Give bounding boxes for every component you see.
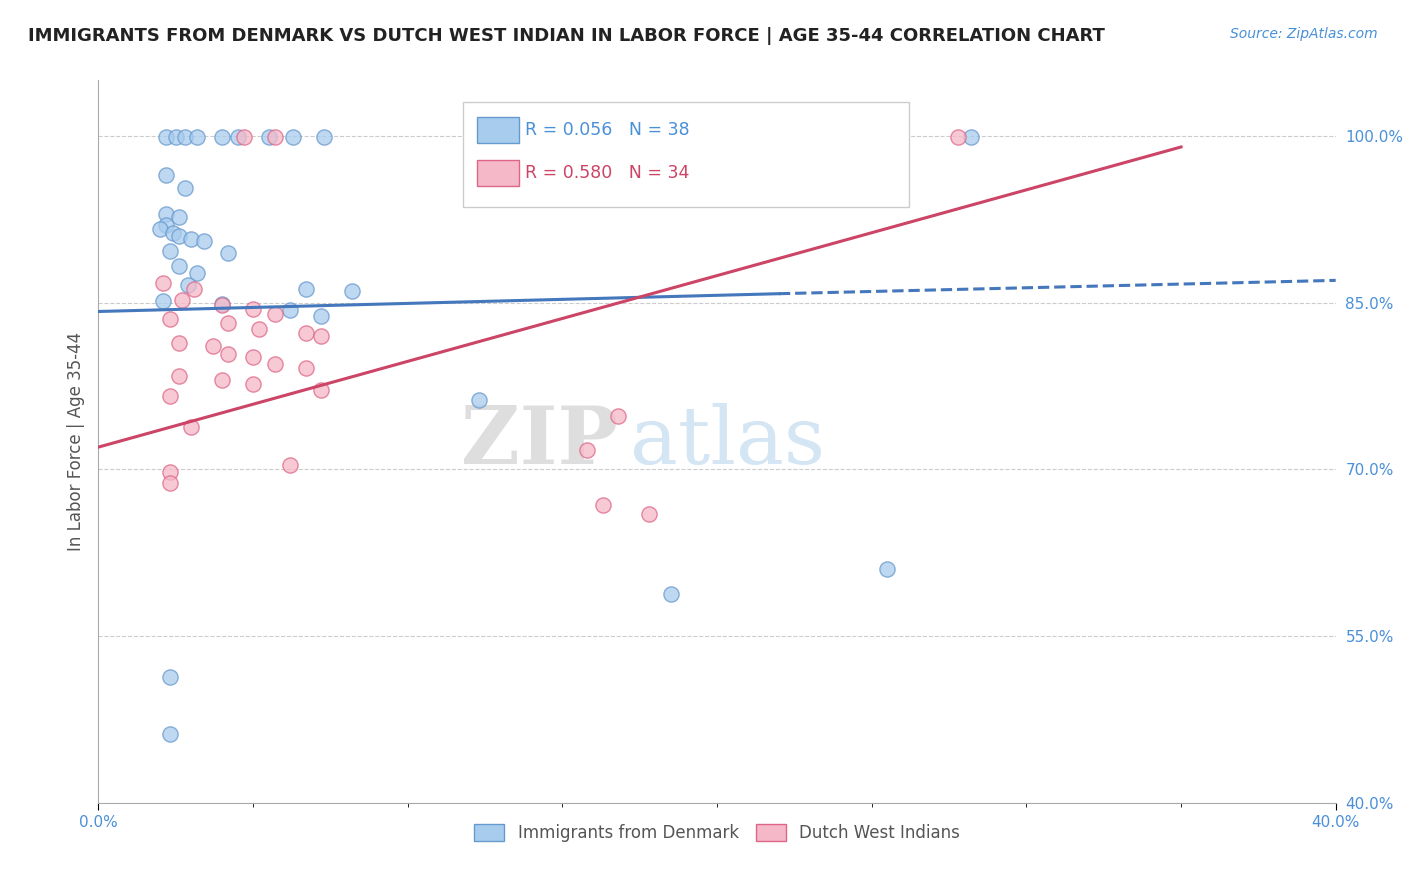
Point — [278, 458, 301, 472]
Point — [638, 507, 661, 521]
Point — [167, 335, 190, 350]
Point — [193, 235, 215, 249]
Point — [226, 130, 249, 145]
Point — [242, 376, 264, 391]
Point — [152, 294, 174, 309]
Point — [201, 339, 224, 353]
Point — [278, 303, 301, 318]
Point — [170, 293, 193, 308]
Point — [167, 368, 190, 383]
Point — [232, 130, 254, 145]
Point — [567, 130, 589, 145]
Point — [242, 302, 264, 317]
FancyBboxPatch shape — [477, 161, 519, 186]
Point — [211, 373, 233, 387]
Point — [294, 361, 316, 376]
Point — [159, 475, 181, 490]
Y-axis label: In Labor Force | Age 35-44: In Labor Force | Age 35-44 — [66, 332, 84, 551]
Point — [309, 384, 332, 398]
Point — [180, 420, 202, 434]
Legend: Immigrants from Denmark, Dutch West Indians: Immigrants from Denmark, Dutch West Indi… — [468, 817, 966, 848]
FancyBboxPatch shape — [464, 102, 908, 207]
Point — [217, 347, 239, 361]
Point — [162, 226, 184, 240]
Point — [155, 218, 177, 232]
Point — [155, 168, 177, 182]
Text: R = 0.580   N = 34: R = 0.580 N = 34 — [526, 164, 690, 183]
Point — [155, 130, 177, 145]
Point — [217, 316, 239, 330]
Text: IMMIGRANTS FROM DENMARK VS DUTCH WEST INDIAN IN LABOR FORCE | AGE 35-44 CORRELAT: IMMIGRANTS FROM DENMARK VS DUTCH WEST IN… — [28, 27, 1105, 45]
Point — [263, 357, 285, 371]
Point — [263, 130, 285, 145]
Point — [294, 326, 316, 340]
Text: ZIP: ZIP — [461, 402, 619, 481]
Point — [165, 130, 187, 145]
Point — [576, 443, 599, 458]
Point — [876, 562, 898, 576]
Point — [592, 498, 614, 512]
Point — [183, 282, 205, 296]
Point — [159, 670, 181, 684]
Point — [247, 322, 270, 336]
Point — [242, 350, 264, 364]
Point — [159, 389, 181, 403]
Point — [211, 298, 233, 312]
Point — [217, 245, 239, 260]
Point — [159, 465, 181, 479]
Point — [180, 232, 202, 246]
Point — [174, 181, 197, 195]
Text: Source: ZipAtlas.com: Source: ZipAtlas.com — [1230, 27, 1378, 41]
Point — [211, 130, 233, 145]
Point — [294, 282, 316, 296]
Point — [283, 130, 305, 145]
Point — [177, 277, 200, 292]
Point — [167, 228, 190, 243]
Point — [948, 130, 970, 145]
Point — [607, 409, 630, 423]
Point — [340, 285, 363, 299]
Point — [159, 312, 181, 326]
Point — [152, 276, 174, 290]
Point — [659, 587, 682, 601]
Point — [167, 259, 190, 273]
Point — [309, 329, 332, 343]
Point — [762, 130, 785, 145]
Point — [174, 130, 197, 145]
Point — [211, 296, 233, 310]
Text: atlas: atlas — [630, 402, 825, 481]
Point — [959, 130, 981, 145]
Point — [186, 130, 208, 145]
Point — [468, 393, 491, 408]
Point — [742, 130, 765, 145]
Point — [263, 307, 285, 321]
Point — [309, 309, 332, 323]
Point — [159, 244, 181, 259]
Point — [186, 266, 208, 280]
Point — [314, 130, 336, 145]
Text: R = 0.056   N = 38: R = 0.056 N = 38 — [526, 121, 690, 139]
Point — [257, 130, 280, 145]
Point — [167, 210, 190, 224]
Point — [159, 727, 181, 741]
Point — [149, 222, 172, 236]
Point — [155, 207, 177, 221]
FancyBboxPatch shape — [477, 117, 519, 143]
